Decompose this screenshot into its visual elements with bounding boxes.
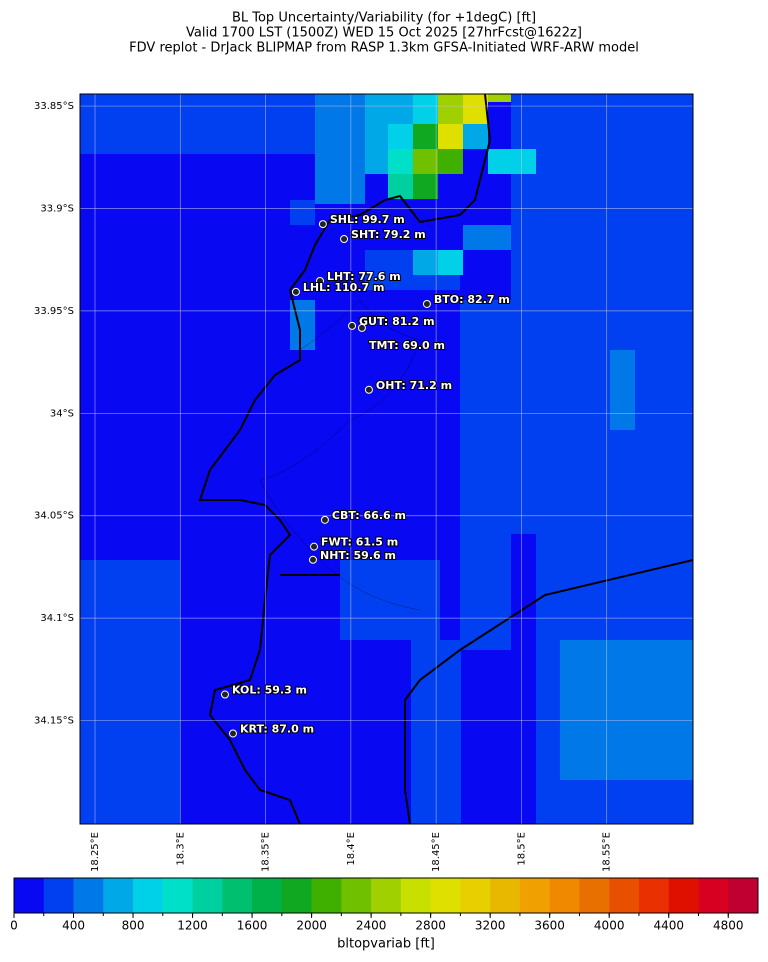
colorbar-tick-label: 2800 (415, 919, 446, 933)
lon-tick-label: 18.25°E (90, 832, 101, 872)
colorbar-frame (13, 877, 759, 914)
colorbar-segment (460, 878, 491, 913)
chart-title: FDV replot - DrJack BLIPMAP from RASP 1.… (129, 41, 639, 56)
station-marker (357, 323, 366, 332)
colorbar-segment (43, 878, 75, 913)
colorbar-label: bltopvariab [ft] (337, 937, 435, 952)
chart-title: Valid 1700 LST (1500Z) WED 15 Oct 2025 [… (186, 26, 582, 41)
raster-cells (365, 94, 536, 275)
station-marker (308, 555, 317, 564)
colorbar-tick-label: 4800 (713, 919, 744, 933)
station-label: FWT: 61.5 m (321, 536, 398, 549)
colorbar-segment (668, 878, 699, 913)
station-marker (422, 299, 431, 308)
station-label: LHT: 77.6 m (327, 270, 401, 283)
colorbar-tick-label: 4000 (594, 919, 625, 933)
lat-tick-label: 33.85°S (34, 101, 74, 112)
colorbar-segment (579, 878, 610, 913)
station-marker (291, 287, 300, 296)
lon-tick-label: 18.3°E (175, 832, 186, 866)
station-label: CBT: 66.6 m (332, 509, 406, 522)
map-raster (80, 93, 694, 825)
station-marker (340, 235, 349, 244)
lon-tick-label: 18.45°E (431, 832, 442, 872)
lat-tick-label: 34.1°S (40, 613, 74, 624)
station-marker (315, 277, 324, 286)
raster-cells (290, 94, 693, 780)
terrain-contours (259, 299, 421, 611)
station-label: BTO: 82.7 m (434, 293, 510, 306)
colorbar-segment (192, 878, 223, 913)
colorbar-segment (103, 878, 134, 913)
station-marker (228, 729, 237, 738)
colorbar-segment (728, 878, 759, 913)
station-marker (320, 515, 329, 524)
colorbar: 0 400 800 1200 1600 2000 2400 2800 3200 3600 4000 4… (10, 877, 759, 952)
colorbar-tick-label: 4400 (653, 919, 684, 933)
colorbar-segment (133, 878, 164, 913)
station-label: KOL: 59.3 m (232, 684, 307, 697)
chart-title: BL Top Uncertainty/Variability (for +1de… (232, 11, 536, 26)
map-frame (79, 93, 694, 825)
station-label: SHL: 99.7 m (330, 213, 405, 226)
colorbar-segment (14, 878, 45, 913)
lat-tick-label: 34.15°S (34, 716, 74, 727)
colorbar-tick-label: 1600 (237, 919, 268, 933)
colorbar-segment (519, 878, 551, 913)
colorbar-segment (698, 878, 729, 913)
colorbar-segment (222, 878, 253, 913)
station-label: SHT: 79.2 m (351, 228, 426, 241)
lat-tick-label: 34°S (50, 408, 74, 419)
station-label: TMT: 69.0 m (369, 339, 445, 352)
colorbar-segment (162, 878, 194, 913)
lat-tick-label: 34.05°S (34, 511, 74, 522)
station-label: OHT: 71.2 m (376, 379, 452, 392)
station-label: KRT: 87.0 m (240, 722, 314, 735)
colorbar-segment (311, 878, 342, 913)
colorbar-tick-label: 0 (10, 919, 18, 933)
graticule: 33.85°S 33.9°S 33.95°S 34°S 34.05°S 34.1°S 34.… (34, 94, 693, 872)
station-marker (364, 385, 373, 394)
colorbar-segment (400, 878, 432, 913)
coastline (198, 93, 694, 825)
colorbar-segment (281, 878, 313, 913)
lon-tick-label: 18.4°E (346, 832, 357, 866)
colorbar-segment (638, 878, 670, 913)
colorbar-tick-label: 800 (122, 919, 145, 933)
station-marker (310, 542, 319, 551)
station-label: NHT: 59.6 m (320, 549, 396, 562)
colorbar-tick-label: 2400 (356, 919, 387, 933)
lon-tick-label: 18.55°E (602, 832, 613, 872)
lon-tick-label: 18.5°E (516, 832, 527, 866)
colorbar-segment (371, 878, 402, 913)
title-block: BL Top Uncertainty/Variability (for +1de… (129, 11, 639, 56)
station-marker (220, 690, 229, 699)
lat-tick-label: 33.9°S (40, 203, 74, 214)
station-label: LHL: 110.7 m (303, 281, 385, 294)
station-label: GUT: 81.2 m (359, 315, 435, 328)
colorbar-segment (73, 878, 104, 913)
colorbar-tick-label: 1200 (177, 919, 208, 933)
station-marker (318, 220, 327, 229)
colorbar-segment (490, 878, 521, 913)
lon-tick-label: 18.35°E (261, 832, 272, 872)
colorbar-segment (609, 878, 640, 913)
colorbar-tick-label: 400 (62, 919, 85, 933)
colorbar-tick-label: 3200 (475, 919, 506, 933)
colorbar-segment (252, 878, 283, 913)
colorbar-segment (549, 878, 580, 913)
lat-tick-label: 33.95°S (34, 306, 74, 317)
colorbar-tick-label: 3600 (534, 919, 565, 933)
station-marker (348, 321, 357, 330)
colorbar-segment (341, 878, 372, 913)
colorbar-segment (430, 878, 461, 913)
colorbar-tick-label: 2000 (296, 919, 327, 933)
